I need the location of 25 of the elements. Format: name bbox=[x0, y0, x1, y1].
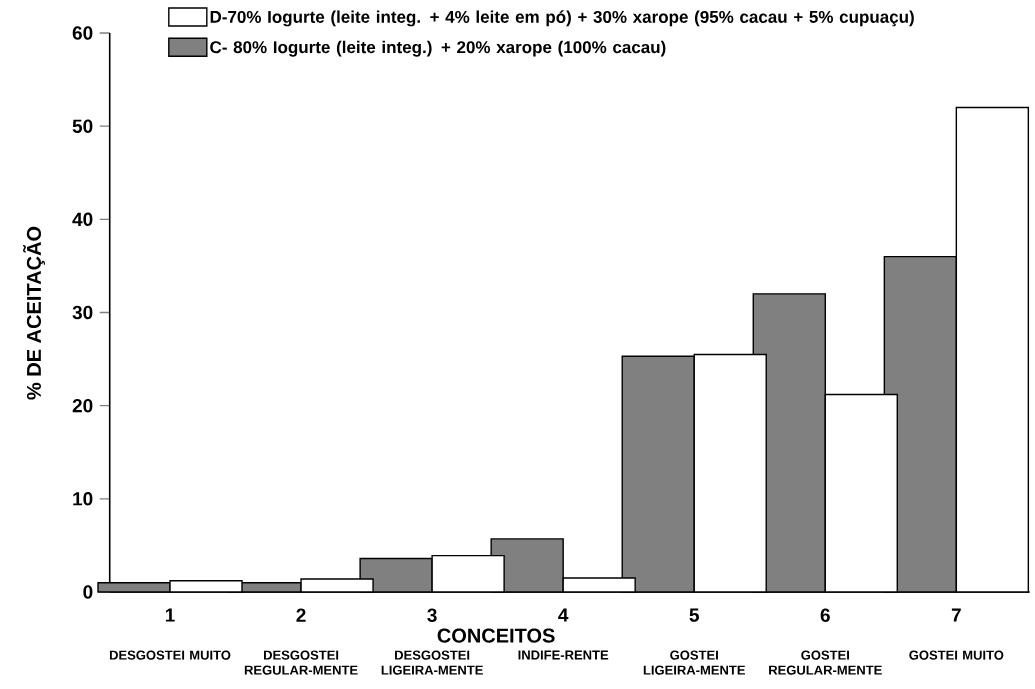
text: INDIFE-RENTE bbox=[518, 650, 609, 660]
legend-label: C- 80% Iogurte (leite integ.) + 20% xarope (100% cacau) bbox=[210, 40, 666, 57]
y-tick-label: 10 bbox=[73, 492, 93, 506]
x-tick-label: 6 bbox=[820, 608, 830, 622]
x-tick-label: 4 bbox=[558, 608, 569, 622]
text: GOSTEI REGULAR-MENTE bbox=[769, 650, 882, 675]
y-tick-label: 30 bbox=[72, 305, 93, 320]
x-axis-title: CONCEITOS bbox=[437, 628, 555, 643]
y-tick-label: 60 bbox=[72, 26, 93, 40]
y-tick-label: 40 bbox=[72, 212, 93, 227]
x-tick-label: 7 bbox=[951, 608, 961, 622]
x-tick-label: 1 bbox=[165, 608, 175, 622]
legend-label: D-70% Iogurte (leite integ. + 4% leite em pó) + 30% xarope (95% cacau + 5% cupuaçu) bbox=[210, 10, 914, 27]
y-tick-label: 0 bbox=[83, 585, 93, 599]
x-tick-label: 3 bbox=[427, 608, 437, 623]
x-tick-label: 5 bbox=[689, 608, 699, 622]
text: GOSTEI MUITO bbox=[909, 650, 1004, 660]
y-tick-label: 20 bbox=[72, 398, 93, 413]
y-tick-label: 50 bbox=[72, 119, 93, 133]
text: GOSTEI LIGEIRA-MENTE bbox=[643, 650, 746, 675]
text: DESGOSTEI MUITO bbox=[109, 650, 231, 660]
text: DESGOSTEI LIGEIRA-MENTE bbox=[381, 650, 483, 675]
text: DESGOSTEI REGULAR-MENTE bbox=[244, 650, 358, 675]
y-axis-title: % DE ACEITAÇÃO bbox=[23, 226, 45, 400]
x-tick-label: 2 bbox=[296, 608, 306, 622]
